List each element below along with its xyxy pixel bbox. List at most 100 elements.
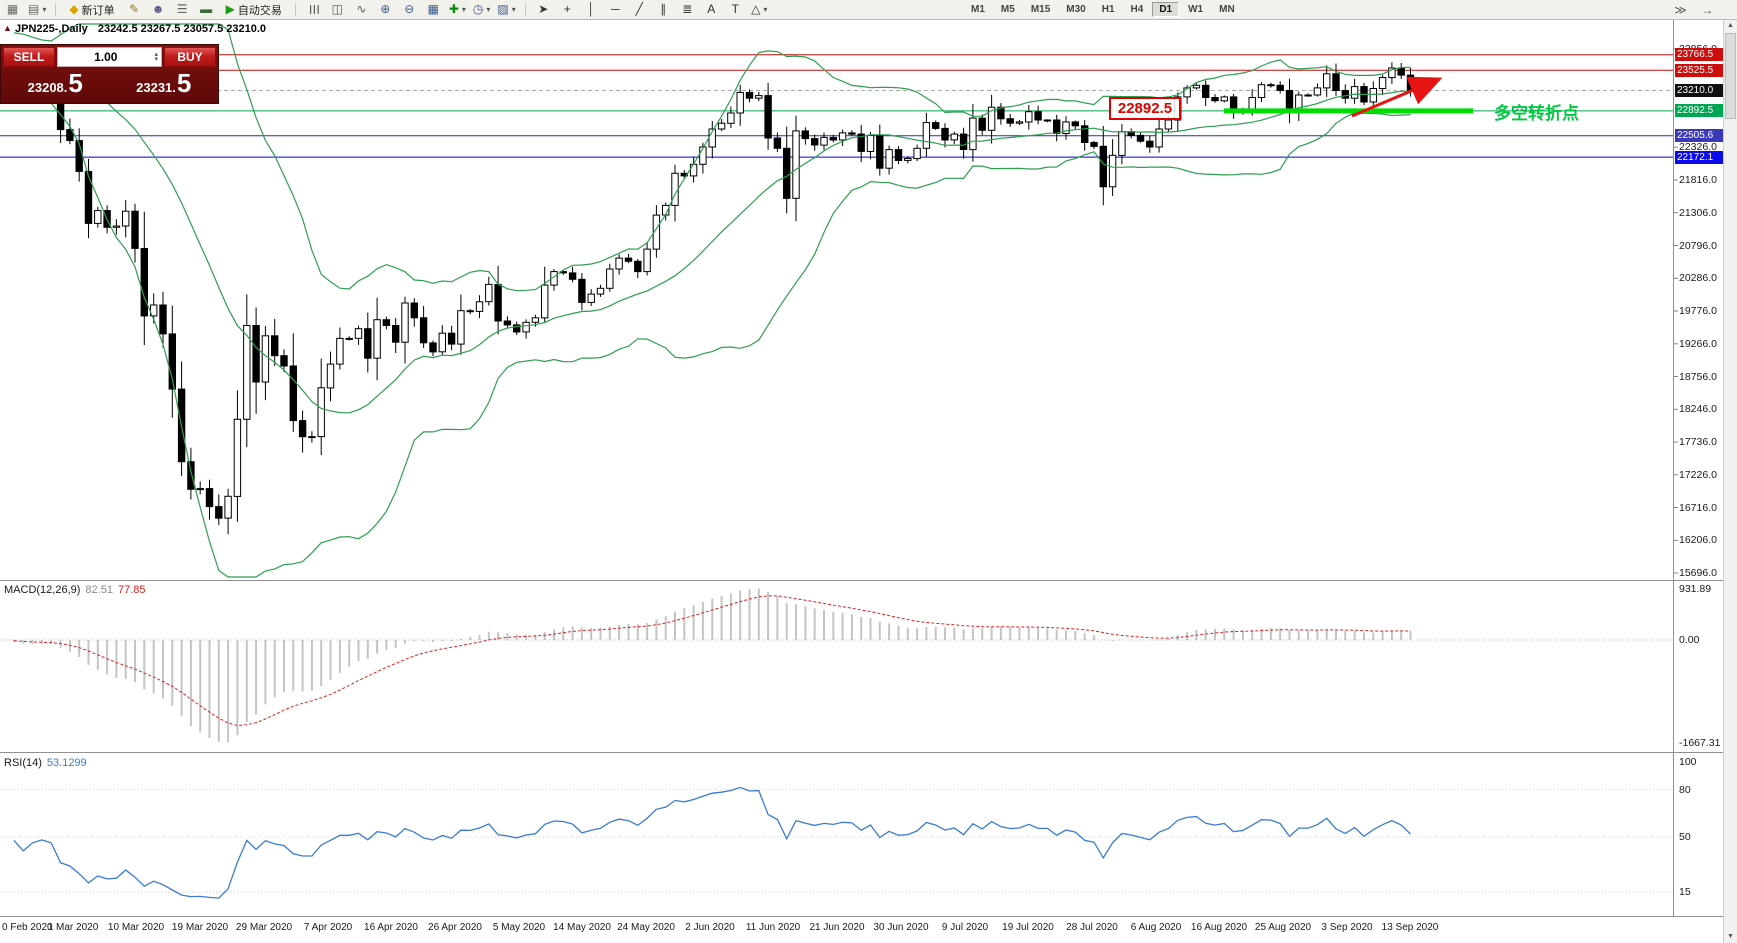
- chart-shift-icon[interactable]: →: [1701, 2, 1714, 17]
- timeframe-toolbar: M1 M5 M15 M30 H1 H4 D1 W1 MN: [964, 1, 1242, 18]
- chart-ohlc-quote: 23242.5 23267.5 23057.5 23210.0: [97, 23, 267, 35]
- turning-point-label[interactable]: 多空转折点: [1494, 104, 1579, 123]
- fibonacci-icon: ≣: [682, 2, 693, 16]
- volume-spinner[interactable]: ▴ ▾: [154, 51, 158, 63]
- templates-icon[interactable]: ▨ ▾: [496, 1, 516, 18]
- timeframe-d1[interactable]: D1: [1152, 2, 1180, 17]
- timeframe-w1[interactable]: W1: [1188, 4, 1204, 15]
- auto-scroll-icon[interactable]: ≫: [1674, 2, 1687, 17]
- trendline-icon: ╱: [635, 2, 643, 16]
- timeframe-m5[interactable]: M5: [1000, 4, 1015, 15]
- buy-button[interactable]: BUY: [164, 47, 216, 67]
- date-label: 0 Feb 2020: [2, 922, 53, 933]
- sell-button[interactable]: SELL: [3, 47, 55, 67]
- price-tick: 17226.0: [1679, 469, 1717, 481]
- text-icon: A: [707, 2, 716, 16]
- trendline-icon[interactable]: ╱: [630, 1, 649, 18]
- candlestick-chart-icon[interactable]: ◫: [328, 1, 347, 18]
- vertical-scrollbar[interactable]: ▲ ▼: [1723, 19, 1737, 943]
- date-label: 29 Mar 2020: [235, 922, 293, 933]
- volume-down-icon[interactable]: ▾: [154, 56, 158, 63]
- timeframe-h1[interactable]: H1: [1101, 4, 1115, 15]
- toolbar-separator: [524, 3, 526, 16]
- terminal-icon: ▬: [200, 2, 213, 16]
- price-axis[interactable]: 23856.022326.021816.021306.020796.020286…: [1674, 19, 1723, 943]
- indicators-icon[interactable]: ✚ ▾: [448, 1, 467, 18]
- fibonacci-icon[interactable]: ≣: [678, 1, 697, 18]
- line-chart-icon[interactable]: ∿: [352, 1, 371, 18]
- terminal-icon[interactable]: ▬: [197, 1, 216, 18]
- autotrading-button-label: 自动交易: [237, 4, 282, 17]
- date-label: 19 Jul 2020: [1002, 922, 1054, 933]
- shapes-icon[interactable]: △ ▾: [750, 1, 769, 18]
- price-tick: 20796.0: [1679, 240, 1717, 252]
- price-tag: 23210.0: [1675, 84, 1723, 97]
- one-click-toggle-icon[interactable]: ▲: [3, 23, 12, 33]
- profiles-icon: ▤: [28, 2, 40, 16]
- price-tick: 21306.0: [1679, 207, 1717, 219]
- sell-price-main: 23208.: [27, 80, 68, 95]
- timeframe-mn[interactable]: MN: [1219, 4, 1235, 15]
- toolbar-icons: ▦ ▤ ▾ ◆ 新订单 ✎ ☻ ☰ ▬ ▶ 自动交易 ☰ ◫ ∿ ⊕ ⊖ ▦ ✚ ▾ ◷ ▾ ▨ ▾ ➤ + │ ─ ╱ ∥ ≣ A T △ ▾: [3, 0, 769, 19]
- date-label: 16 Apr 2020: [364, 922, 418, 933]
- macd-name: MACD(12,26,9): [4, 584, 81, 596]
- volume-up-icon[interactable]: ▴: [154, 51, 158, 58]
- crosshair-icon: +: [563, 2, 571, 16]
- timeframe-h4[interactable]: H4: [1130, 4, 1144, 15]
- new-chart-icon[interactable]: ▦: [3, 1, 22, 18]
- autotrading-button[interactable]: ▶ 自动交易: [221, 1, 287, 18]
- text-icon[interactable]: A: [702, 1, 721, 18]
- date-axis[interactable]: 0 Feb 2020 1 Mar 2020 10 Mar 2020 19 Mar 20…: [0, 917, 1673, 943]
- timeframe-m15[interactable]: M15: [1030, 4, 1051, 15]
- label-icon[interactable]: T: [726, 1, 745, 18]
- date-label: 10 Mar 2020: [107, 922, 165, 933]
- macd-scale-tick: 0.00: [1679, 634, 1700, 646]
- volume-value[interactable]: 1.00: [94, 50, 118, 64]
- price-tick: 20286.0: [1679, 272, 1717, 284]
- timeframe-m30[interactable]: M30: [1066, 4, 1086, 15]
- macd-rsi-separator[interactable]: [0, 752, 1737, 753]
- scrollbar-thumb[interactable]: [1725, 33, 1736, 119]
- toolbar-separator: [55, 3, 57, 16]
- main-macd-separator[interactable]: [0, 580, 1737, 581]
- level-price-box[interactable]: 22892.5: [1109, 97, 1181, 120]
- price-tick: 18246.0: [1679, 403, 1717, 415]
- new-order-button[interactable]: ◆ 新订单: [64, 1, 119, 18]
- scroll-up-icon[interactable]: ▲: [1727, 22, 1734, 29]
- date-label: 30 Jun 2020: [873, 922, 929, 933]
- volume-input[interactable]: 1.00 ▴ ▾: [57, 47, 162, 67]
- crosshair-icon[interactable]: +: [558, 1, 577, 18]
- trade-panel-prices: 23208. 5 23231. 5: [1, 69, 218, 103]
- bar-chart-icon[interactable]: ☰: [304, 1, 323, 18]
- rsi-scale-tick: 100: [1679, 756, 1697, 768]
- navigator-icon: ☰: [176, 2, 188, 16]
- trend-arrow[interactable]: [1351, 76, 1443, 118]
- experts-icon[interactable]: ☻: [149, 1, 168, 18]
- date-label: 19 Mar 2020: [171, 922, 229, 933]
- price-tick: 19776.0: [1679, 305, 1717, 317]
- metaeditor-icon: ✎: [129, 2, 140, 16]
- navigator-icon[interactable]: ☰: [173, 1, 192, 18]
- horizontal-line-icon[interactable]: ─: [606, 1, 625, 18]
- cursor-icon: ➤: [538, 2, 549, 16]
- timeframe-m1[interactable]: M1: [971, 4, 985, 15]
- price-tick: 21816.0: [1679, 174, 1717, 186]
- vertical-line-icon[interactable]: │: [582, 1, 601, 18]
- line-chart-icon: ∿: [356, 2, 367, 16]
- metaeditor-icon[interactable]: ✎: [125, 1, 144, 18]
- channel-icon[interactable]: ∥: [654, 1, 673, 18]
- rsi-scale-tick: 50: [1679, 831, 1691, 843]
- periods-icon[interactable]: ◷ ▾: [472, 1, 492, 18]
- chart-title: JPN225-,Daily 23242.5 23267.5 23057.5 23…: [15, 23, 266, 35]
- profiles-icon[interactable]: ▤ ▾: [27, 1, 47, 18]
- scroll-down-icon[interactable]: ▼: [1727, 933, 1734, 940]
- zoom-in-icon[interactable]: ⊕: [376, 1, 395, 18]
- tile-windows-icon[interactable]: ▦: [424, 1, 443, 18]
- buy-price: 23231. 5: [110, 69, 219, 103]
- zoom-out-icon[interactable]: ⊖: [400, 1, 419, 18]
- cursor-icon[interactable]: ➤: [534, 1, 553, 18]
- toolbar-separator: [294, 3, 296, 16]
- chart-dateaxis-separator: [0, 916, 1737, 917]
- chevron-down-icon: ▾: [511, 5, 516, 14]
